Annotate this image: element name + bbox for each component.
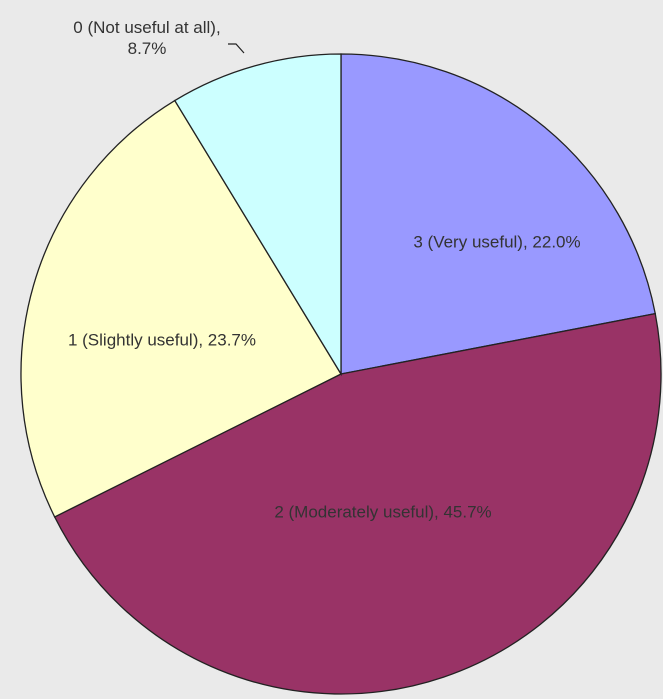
- leader-line: [228, 43, 245, 54]
- data-label: 2 (Moderately useful), 45.7%: [274, 502, 492, 522]
- data-label: 1 (Slightly useful), 23.7%: [67, 330, 257, 350]
- pie-slice: [20, 99, 342, 518]
- data-label: 3 (Very useful), 22.0%: [413, 232, 581, 252]
- pie-slice: [53, 312, 662, 695]
- data-label: 0 (Not useful at all), 8.7%: [73, 18, 221, 58]
- pie-slice: [340, 53, 657, 375]
- pie-slice: [173, 53, 342, 377]
